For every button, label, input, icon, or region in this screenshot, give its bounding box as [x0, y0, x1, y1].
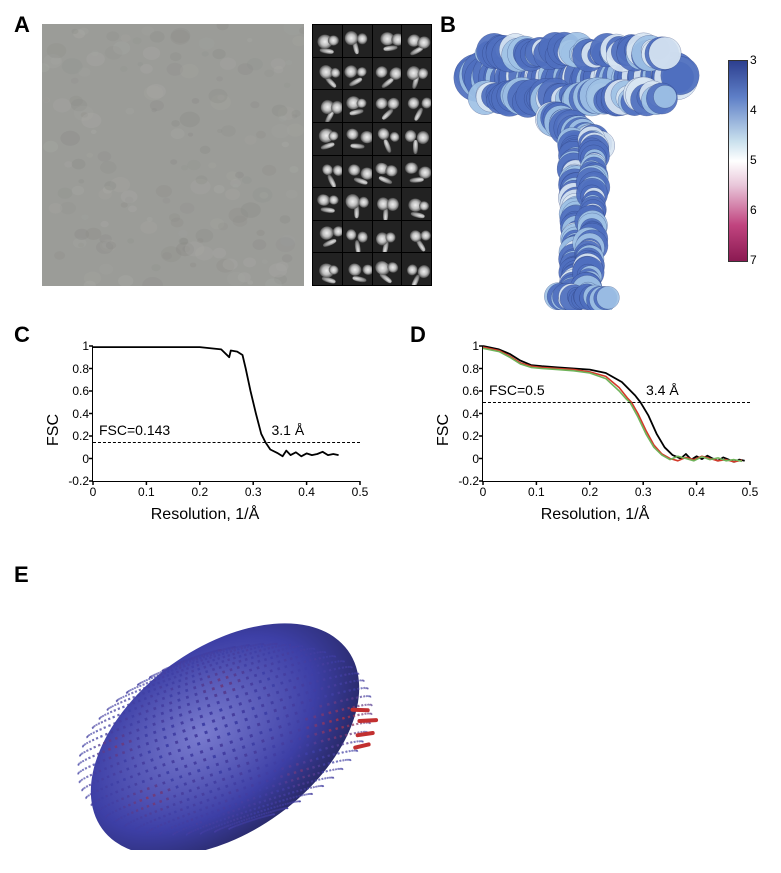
x-tick: 0.2 — [581, 485, 598, 499]
class-average-cell — [343, 25, 372, 57]
class-average-cell — [313, 156, 342, 188]
resolution-colorbar — [728, 60, 748, 262]
protein-density-map — [440, 20, 710, 310]
class-average-cell — [402, 221, 431, 253]
class-average-cell — [402, 156, 431, 188]
panel-label-c: C — [14, 322, 30, 348]
y-tick: -0.2 — [49, 474, 89, 488]
micrograph-image — [42, 24, 304, 286]
class-average-cell — [373, 221, 402, 253]
y-tick: 1 — [439, 339, 479, 353]
x-tick: 0 — [90, 485, 97, 499]
class-average-cell — [343, 58, 372, 90]
y-tick: 0.8 — [439, 362, 479, 376]
x-tick: 0.1 — [138, 485, 155, 499]
resolution-label: 3.4 Å — [646, 382, 679, 398]
x-tick: 0.5 — [352, 485, 369, 499]
class-average-cell — [402, 25, 431, 57]
y-tick: 0.4 — [439, 407, 479, 421]
class-average-cell — [313, 123, 342, 155]
threshold-label: FSC=0.5 — [489, 382, 545, 398]
y-tick: 0.2 — [439, 429, 479, 443]
class-average-cell — [373, 156, 402, 188]
class-averages-grid — [312, 24, 432, 286]
x-tick: 0.3 — [635, 485, 652, 499]
colorbar-tick: 5 — [750, 153, 757, 167]
class-average-cell — [313, 90, 342, 122]
y-tick: 1 — [49, 339, 89, 353]
class-average-cell — [402, 188, 431, 220]
y-tick: -0.2 — [439, 474, 479, 488]
y-tick: 0.4 — [49, 407, 89, 421]
panel-label-a: A — [14, 12, 30, 38]
y-tick: 0 — [439, 452, 479, 466]
class-average-cell — [402, 123, 431, 155]
y-tick: 0 — [49, 452, 89, 466]
panel-label-d: D — [410, 322, 426, 348]
class-average-cell — [343, 90, 372, 122]
panel-label-e: E — [14, 562, 29, 588]
fsc-chart-c: FSC FSC=0.143 3.1 Å -0.200.20.40.60.81 0… — [40, 340, 370, 520]
x-tick: 0.4 — [688, 485, 705, 499]
colorbar-tick: 6 — [750, 203, 757, 217]
x-tick: 0 — [480, 485, 487, 499]
class-average-cell — [373, 253, 402, 285]
y-tick: 0.6 — [439, 384, 479, 398]
colorbar-tick: 7 — [750, 253, 757, 267]
colorbar-tick: 4 — [750, 103, 757, 117]
y-tick: 0.2 — [49, 429, 89, 443]
plot-area: FSC=0.5 3.4 Å -0.200.20.40.60.81 00.10.2… — [482, 346, 750, 482]
class-average-cell — [402, 253, 431, 285]
class-average-cell — [373, 188, 402, 220]
class-average-cell — [313, 25, 342, 57]
threshold-line — [93, 442, 360, 443]
x-tick: 0.3 — [245, 485, 262, 499]
x-axis-label: Resolution, 1/Å — [430, 506, 760, 524]
class-average-cell — [373, 58, 402, 90]
x-axis-label: Resolution, 1/Å — [40, 506, 370, 524]
class-average-cell — [373, 90, 402, 122]
x-tick: 0.5 — [742, 485, 759, 499]
class-average-cell — [343, 253, 372, 285]
resolution-label: 3.1 Å — [271, 422, 304, 438]
class-average-cell — [343, 123, 372, 155]
class-average-cell — [343, 156, 372, 188]
class-average-cell — [313, 58, 342, 90]
angular-distribution-sphere — [60, 620, 390, 850]
class-average-cell — [313, 221, 342, 253]
class-average-cell — [313, 253, 342, 285]
class-average-cell — [402, 90, 431, 122]
class-average-cell — [343, 221, 372, 253]
plot-area: FSC=0.143 3.1 Å -0.200.20.40.60.81 00.10… — [92, 346, 360, 482]
y-tick: 0.6 — [49, 384, 89, 398]
x-tick: 0.2 — [191, 485, 208, 499]
fsc-chart-d: FSC FSC=0.5 3.4 Å -0.200.20.40.60.81 00.… — [430, 340, 760, 520]
class-average-cell — [402, 58, 431, 90]
threshold-label: FSC=0.143 — [99, 422, 170, 438]
x-tick: 0.1 — [528, 485, 545, 499]
figure-root: A B C D E 34567 FSC FSC=0.143 3.1 Å -0.2… — [0, 0, 781, 873]
class-average-cell — [313, 188, 342, 220]
threshold-line — [483, 402, 750, 403]
class-average-cell — [343, 188, 372, 220]
class-average-cell — [373, 25, 402, 57]
colorbar-tick: 3 — [750, 53, 757, 67]
x-tick: 0.4 — [298, 485, 315, 499]
class-average-cell — [373, 123, 402, 155]
y-tick: 0.8 — [49, 362, 89, 376]
